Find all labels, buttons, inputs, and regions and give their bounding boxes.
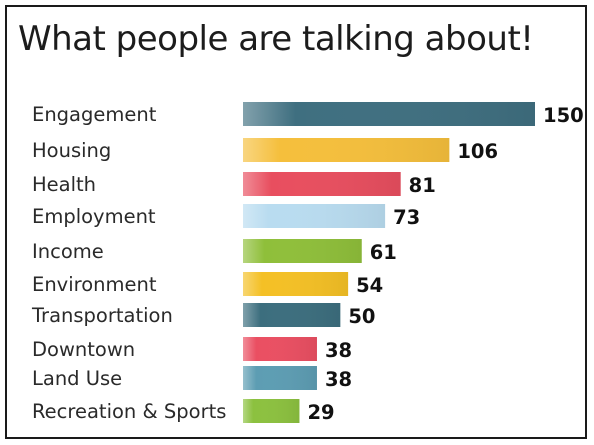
value-label: 106 [457,140,498,163]
category-label: Transportation [31,304,173,327]
value-label: 29 [307,401,334,424]
category-label: Engagement [32,103,157,126]
value-label: 50 [348,305,375,328]
bar-shading [243,399,300,423]
category-label: Housing [32,139,111,162]
bar-shading [243,303,341,327]
value-label: 81 [409,174,436,197]
bar-shading [243,272,349,296]
bar-shading [243,172,401,196]
category-label: Environment [32,273,157,296]
bar-shading [243,366,317,390]
value-label: 73 [393,206,420,229]
value-label: 54 [356,274,383,297]
category-label: Recreation & Sports [32,400,226,423]
bar-shading [243,138,450,162]
bar-shading [243,239,362,263]
category-label: Income [32,240,104,263]
category-label: Health [32,173,96,196]
chart-title: What people are talking about! [18,19,534,59]
bar-shading [243,337,317,361]
bar-shading [243,102,535,126]
category-label: Employment [32,205,156,228]
value-label: 38 [325,339,352,362]
value-label: 150 [543,104,584,127]
bar-shading [243,204,386,228]
category-label: Land Use [32,367,122,390]
value-label: 61 [370,241,397,264]
value-label: 38 [325,368,352,391]
category-label: Downtown [32,338,135,361]
